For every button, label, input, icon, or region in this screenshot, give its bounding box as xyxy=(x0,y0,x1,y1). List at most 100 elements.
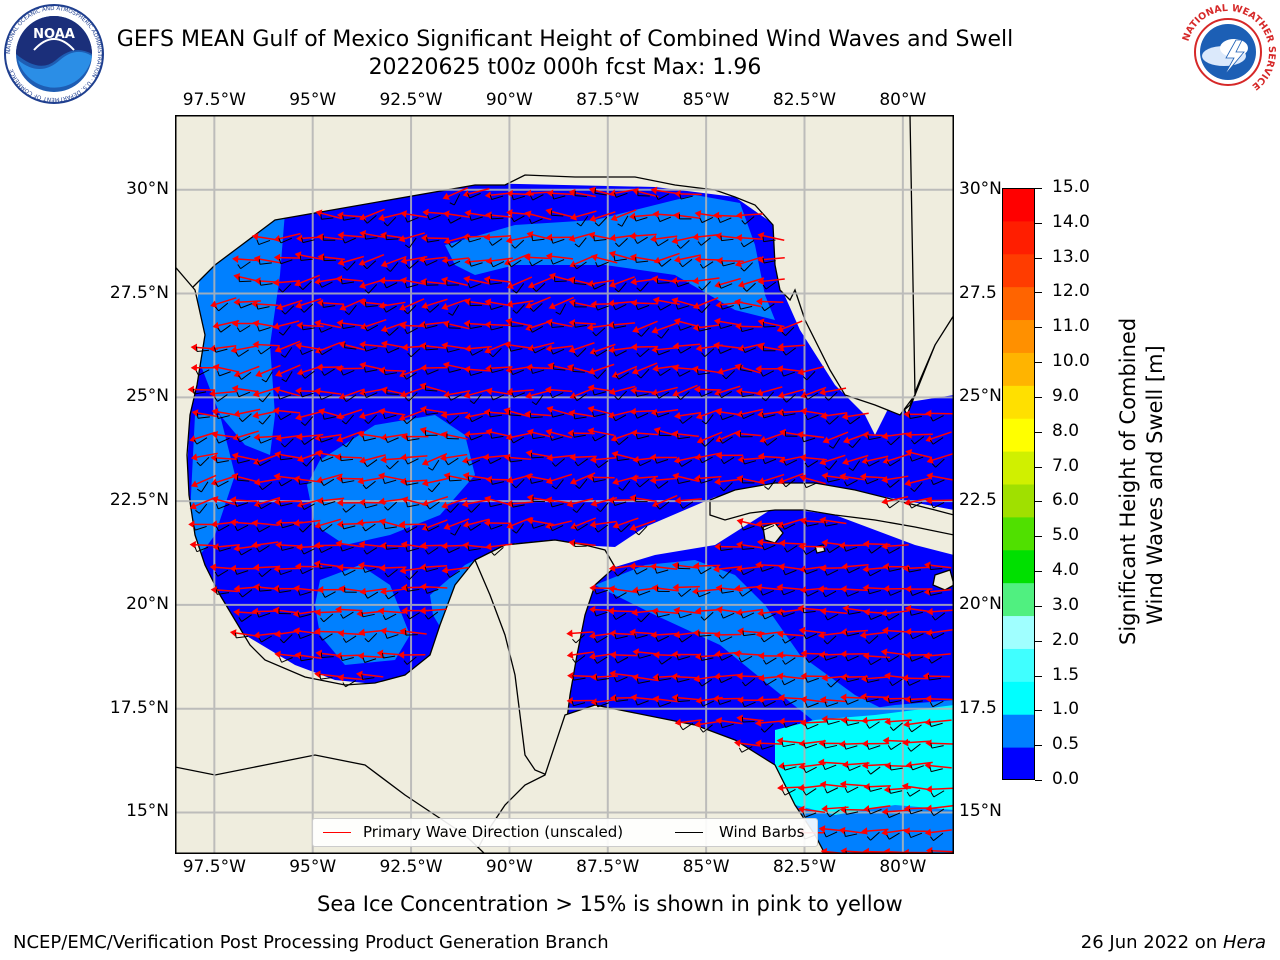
wind-barb-flag xyxy=(446,573,451,578)
wind-barb-flag xyxy=(847,765,850,771)
wind-barb xyxy=(933,501,945,509)
wave-arrow xyxy=(889,719,912,723)
wave-arrow-head xyxy=(692,302,700,310)
wind-barb xyxy=(786,545,798,553)
wave-arrow xyxy=(447,323,470,330)
wind-barb-flag xyxy=(613,677,617,683)
wave-arrow xyxy=(697,588,720,593)
wave-arrow-head xyxy=(566,651,574,659)
wind-barb xyxy=(762,370,774,377)
wave-arrow xyxy=(529,213,552,221)
wind-barb-flag xyxy=(718,677,722,683)
wind-barb xyxy=(511,325,524,327)
wind-barb xyxy=(762,566,774,572)
wind-barb xyxy=(637,435,650,440)
wind-barb xyxy=(744,460,757,465)
wind-barb xyxy=(910,700,923,704)
wind-barb xyxy=(510,259,522,268)
wind-barb xyxy=(637,304,650,311)
wave-arrow xyxy=(907,566,930,570)
wind-barb-flag xyxy=(236,327,241,333)
wave-arrow-head xyxy=(881,432,888,440)
wave-arrow-head xyxy=(924,761,931,770)
colorbar-tick-label: 11.0 xyxy=(1052,316,1090,337)
wind-barb-flag xyxy=(364,593,369,599)
wind-barb-flag xyxy=(424,566,427,572)
wind-barb xyxy=(871,545,882,554)
wind-barb xyxy=(825,744,838,749)
wave-arrow-head xyxy=(817,631,825,639)
wind-barb-flag xyxy=(277,394,281,400)
wave-arrow-head xyxy=(735,211,743,220)
wave-arrow xyxy=(340,608,363,612)
wave-arrow-head xyxy=(233,409,241,418)
wave-arrow-head xyxy=(904,604,912,613)
colorbar-bin xyxy=(1002,253,1035,288)
wind-barb xyxy=(575,655,586,664)
wave-arrow-head xyxy=(527,344,535,352)
wind-barb xyxy=(785,722,797,729)
wind-barb-flag xyxy=(824,466,830,471)
wind-barb-flag xyxy=(720,459,725,464)
wave-arrow-head xyxy=(443,522,451,531)
wind-barb xyxy=(678,656,691,661)
wave-arrow-head xyxy=(419,582,427,591)
wave-arrow-head xyxy=(379,518,386,526)
wind-barb-flag xyxy=(803,743,807,749)
wind-barb xyxy=(742,394,755,398)
wind-barb xyxy=(785,569,797,576)
wind-barb xyxy=(368,632,378,643)
wave-arrow-head xyxy=(484,298,492,307)
wind-barb-flag xyxy=(929,766,932,772)
wind-barb xyxy=(553,368,566,371)
wind-barb-flag xyxy=(447,367,450,373)
wind-barb-flag xyxy=(867,769,872,775)
wind-barb xyxy=(574,283,587,285)
wind-barb-flag xyxy=(846,568,850,574)
wind-barbs xyxy=(192,188,946,854)
wave-arrow-head xyxy=(314,449,322,458)
wind-barb xyxy=(196,349,210,353)
wind-barb xyxy=(827,635,837,645)
wind-barb xyxy=(284,347,293,358)
wind-barb xyxy=(721,654,733,661)
wave-arrow xyxy=(615,654,638,657)
wind-barb-flag xyxy=(595,261,599,267)
wind-barb xyxy=(426,260,438,266)
wind-barb xyxy=(260,346,272,355)
wind-barb xyxy=(407,327,419,335)
wave-arrow xyxy=(845,850,868,854)
wind-barb-flag xyxy=(846,419,851,425)
wind-barb xyxy=(597,702,610,708)
wind-barb-flag xyxy=(764,486,769,490)
wind-barb xyxy=(320,676,333,680)
wave-arrow xyxy=(236,387,259,393)
wind-barb-flag xyxy=(238,592,243,598)
wave-arrow-head xyxy=(881,807,889,816)
wave-arrow xyxy=(718,344,741,349)
wind-barb xyxy=(407,547,419,552)
wave-arrow xyxy=(931,475,954,481)
wind-barb-flag xyxy=(405,480,408,486)
wind-barb xyxy=(783,612,795,618)
wave-arrow-head xyxy=(316,233,324,241)
wind-barb xyxy=(470,325,483,330)
wind-barb-flag xyxy=(490,395,494,401)
noaa-logo: NOAA NATIONAL OCEANIC AND ATMOSPHERIC AD… xyxy=(4,4,104,104)
wind-barb-flag xyxy=(866,723,870,729)
wind-barb xyxy=(845,745,858,750)
wave-arrow-head xyxy=(776,325,784,333)
wind-barb xyxy=(804,812,817,818)
wind-barb-flag xyxy=(236,391,240,397)
wave-arrow xyxy=(426,237,449,240)
wave-arrow xyxy=(365,318,387,328)
wave-arrow xyxy=(676,299,698,308)
wave-arrow-head xyxy=(230,346,238,354)
wind-barb-flag xyxy=(867,660,872,665)
wave-arrow xyxy=(910,451,933,459)
wind-barb xyxy=(700,479,713,484)
wind-barb-flag xyxy=(594,222,600,227)
wind-barb xyxy=(364,658,377,663)
wave-arrow xyxy=(907,785,930,791)
wind-barb-flag xyxy=(256,612,260,618)
